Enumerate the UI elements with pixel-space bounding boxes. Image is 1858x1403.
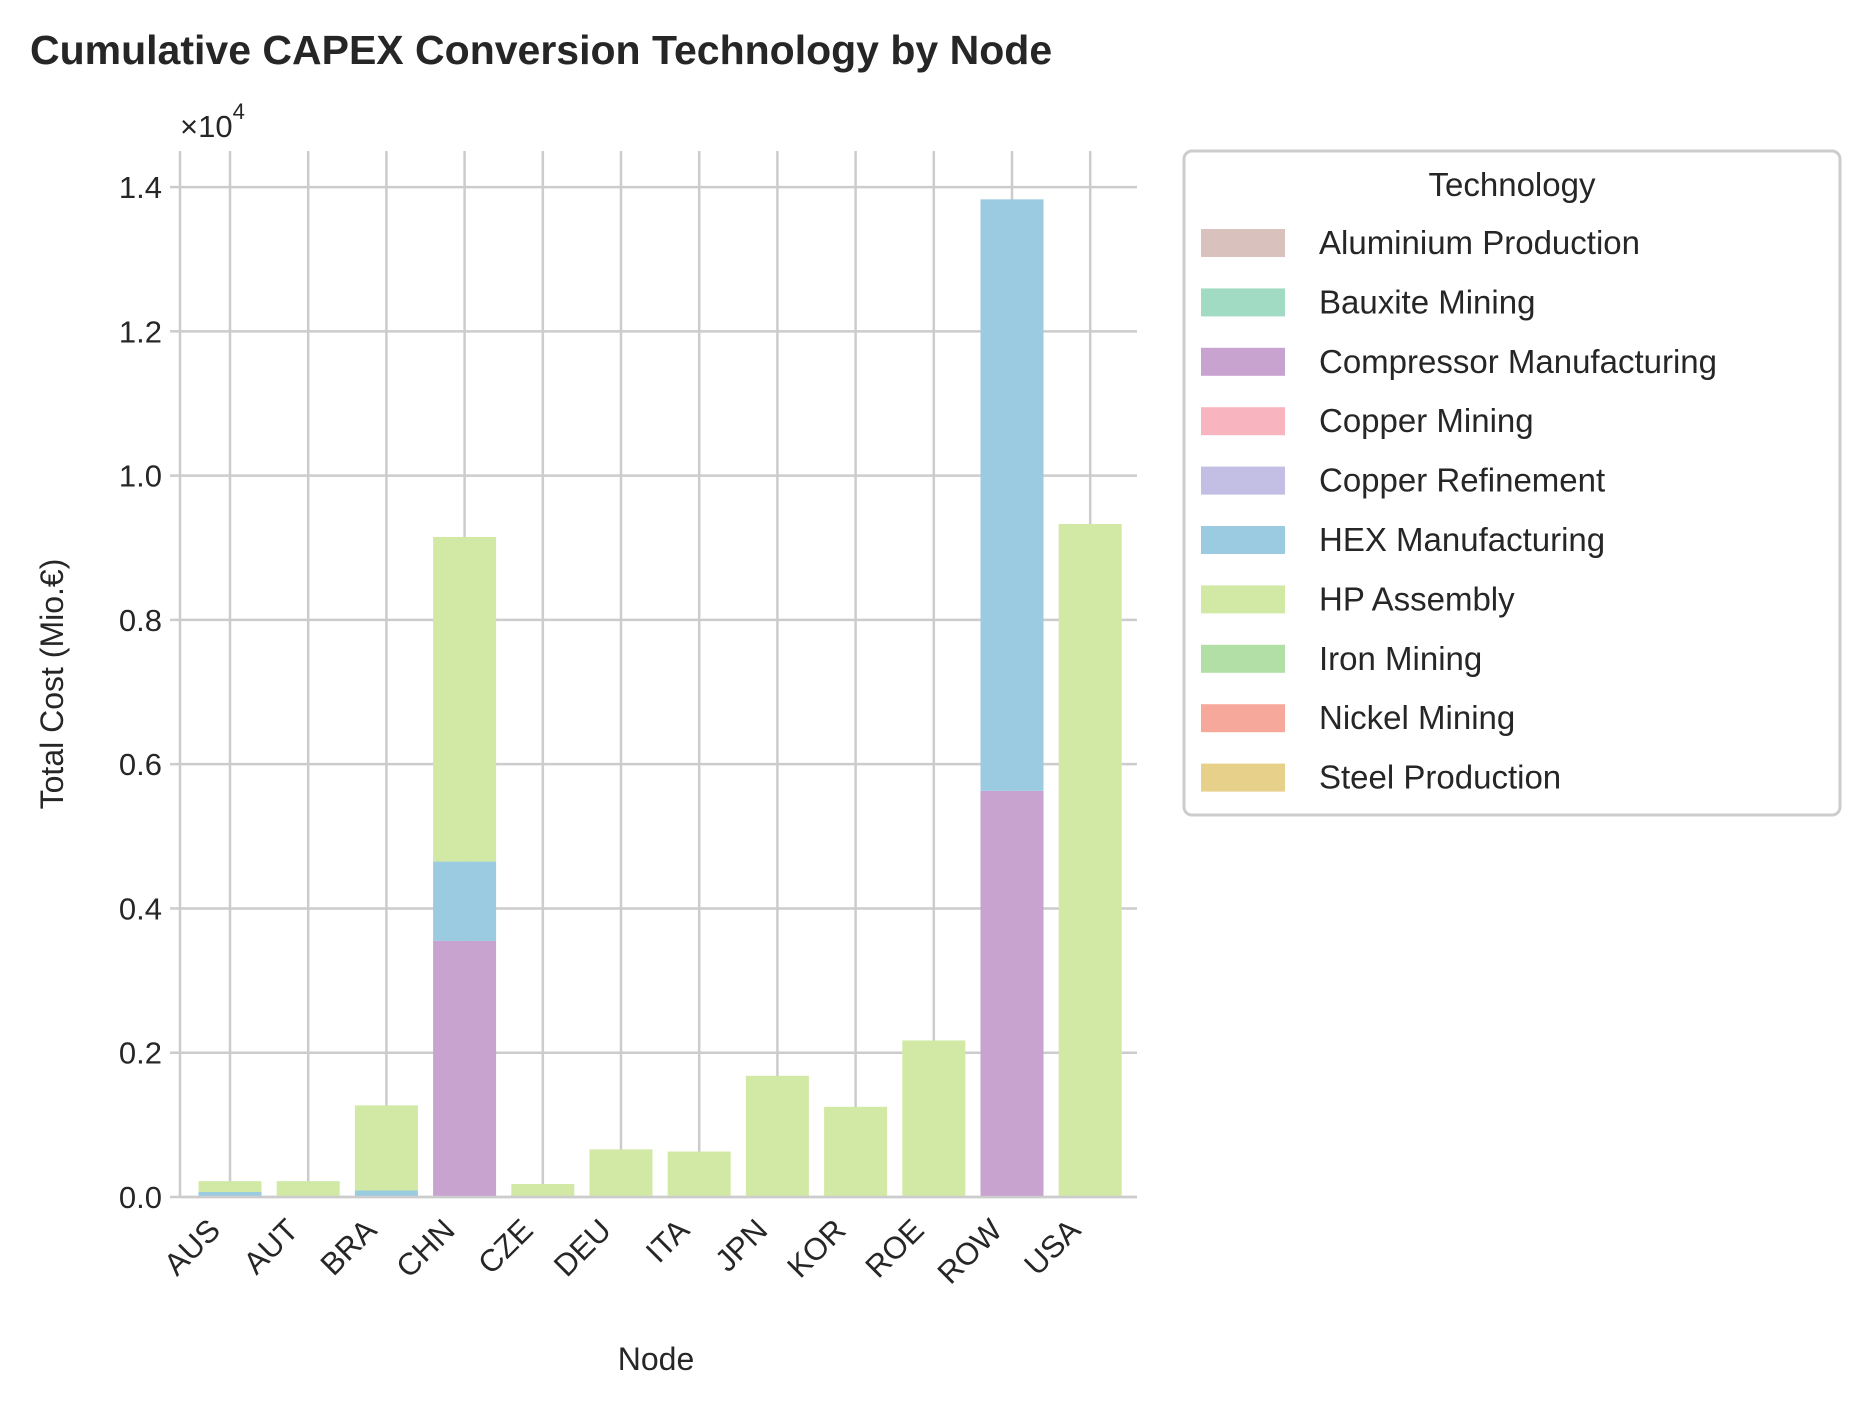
- legend-label: HP Assembly: [1319, 580, 1515, 617]
- x-tick-label: CZE: [471, 1212, 540, 1281]
- legend-label: HEX Manufacturing: [1319, 521, 1605, 558]
- x-tick-label: ROE: [858, 1212, 930, 1284]
- bar-chn-hp-assembly: [433, 536, 497, 862]
- bar-row-compressor-manufacturing: [980, 790, 1044, 1197]
- y-tick-label: 1.0: [119, 459, 162, 494]
- y-scale-exponent: 4: [233, 99, 245, 124]
- chart-title: Cumulative CAPEX Conversion Technology b…: [30, 27, 1052, 73]
- legend-swatch: [1201, 347, 1285, 376]
- x-tick-labels: AUS AUT BRA CHN CZE DEU ITA JPN KOR ROE ROW USA: [157, 1212, 1087, 1291]
- legend-label: Iron Mining: [1319, 640, 1482, 677]
- x-axis-title: Node: [618, 1341, 695, 1377]
- legend-swatch: [1201, 229, 1285, 257]
- legend-label: Steel Production: [1319, 759, 1561, 796]
- legend-label: Copper Mining: [1319, 402, 1534, 439]
- y-tick-label: 1.2: [119, 314, 162, 349]
- axes: [178, 151, 1137, 1199]
- legend-swatch: [1201, 704, 1285, 733]
- x-tick-label: BRA: [314, 1212, 384, 1282]
- y-tick-label: 0.0: [119, 1180, 162, 1215]
- bar-jpn-hp-assembly: [745, 1075, 809, 1197]
- bar-bra-hp-assembly: [354, 1105, 418, 1191]
- y-axis-title: Total Cost (Mio.€): [34, 559, 70, 810]
- x-tick-label: JPN: [708, 1212, 774, 1278]
- legend-label: Aluminium Production: [1319, 224, 1640, 261]
- bars: [198, 199, 1122, 1197]
- legend-label: Nickel Mining: [1319, 699, 1515, 736]
- legend-label: Compressor Manufacturing: [1319, 343, 1717, 380]
- bar-chn-compressor-manufacturing: [433, 940, 497, 1197]
- bar-aut-hp-assembly: [276, 1181, 340, 1197]
- bar-chn-hex-manufacturing: [433, 861, 497, 941]
- y-tick-label: 0.8: [119, 603, 162, 638]
- bar-aus-hp-assembly: [198, 1181, 262, 1192]
- legend-swatch: [1201, 466, 1285, 495]
- legend-swatch: [1201, 644, 1285, 673]
- bar-usa-hp-assembly: [1058, 523, 1122, 1197]
- bar-row-hex-manufacturing: [980, 199, 1044, 791]
- legend-swatch: [1201, 407, 1285, 436]
- y-tick-label: 0.4: [119, 891, 162, 926]
- x-tick-label: KOR: [780, 1212, 852, 1284]
- x-tick-label: ROW: [931, 1212, 1010, 1291]
- bar-bra-hex-manufacturing: [354, 1190, 418, 1197]
- bar-cze-hp-assembly: [511, 1184, 575, 1197]
- legend-label: Copper Refinement: [1319, 462, 1605, 499]
- y-tick-label: 1.4: [119, 170, 162, 205]
- x-tick-label: AUT: [237, 1212, 306, 1281]
- bar-deu-hp-assembly: [589, 1149, 653, 1197]
- x-tick-label: AUS: [157, 1212, 227, 1282]
- x-tick-label: CHN: [389, 1212, 461, 1284]
- bar-kor-hp-assembly: [824, 1106, 888, 1197]
- legend-frame: [1182, 149, 1842, 817]
- bar-ita-hp-assembly: [667, 1151, 731, 1197]
- legend-title: Technology: [1429, 166, 1596, 203]
- bar-roe-hp-assembly: [902, 1040, 966, 1197]
- bar-aus-hex-manufacturing: [198, 1191, 262, 1197]
- legend-swatch: [1201, 763, 1285, 792]
- legend-label: Bauxite Mining: [1319, 283, 1535, 320]
- legend-swatch: [1201, 288, 1285, 317]
- legend: Technology Aluminium Production Bauxite M…: [1182, 149, 1842, 817]
- x-tick-label: DEU: [547, 1212, 618, 1283]
- y-tick-labels: 0.0 0.2 0.4 0.6 0.8 1.0 1.2 1.4: [119, 170, 162, 1215]
- legend-swatch: [1201, 526, 1285, 554]
- x-tick-label: USA: [1017, 1212, 1087, 1282]
- legend-swatch: [1201, 585, 1285, 614]
- y-scale-multiplier: ×104: [180, 99, 245, 144]
- x-tick-label: ITA: [639, 1212, 696, 1269]
- y-tick-label: 0.2: [119, 1036, 162, 1071]
- y-tick-label: 0.6: [119, 747, 162, 782]
- y-scale-base: ×10: [180, 109, 233, 144]
